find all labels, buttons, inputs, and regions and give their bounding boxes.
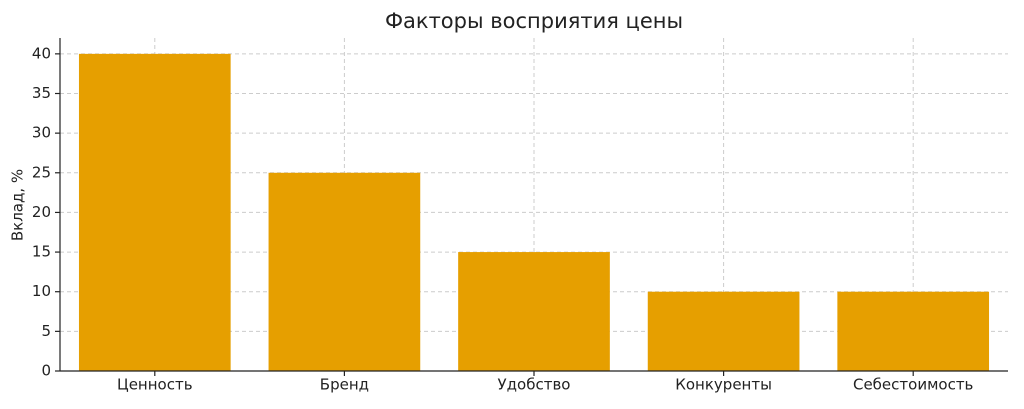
y-tick-label: 40	[32, 44, 51, 62]
y-tick-label: 15	[32, 243, 51, 261]
y-tick-label: 5	[41, 322, 51, 340]
y-tick-label: 25	[32, 163, 51, 181]
x-tick-label: Себестоимость	[853, 376, 973, 394]
y-tick-label: 10	[32, 282, 51, 300]
y-tick-label: 30	[32, 124, 51, 142]
bar	[837, 291, 990, 371]
y-tick-label: 20	[32, 203, 51, 221]
y-tick-label: 35	[32, 84, 51, 102]
x-tick-label: Конкуренты	[675, 376, 772, 394]
y-axis-label: Вклад, %	[9, 169, 27, 241]
x-tick-label: Удобство	[498, 376, 571, 394]
bar	[78, 53, 231, 371]
bar	[647, 291, 800, 371]
x-tick-label: Ценность	[117, 376, 193, 394]
bar	[458, 252, 610, 371]
chart-title: Факторы восприятия цены	[385, 9, 683, 33]
y-tick-label: 0	[41, 362, 51, 380]
bar	[268, 172, 421, 371]
x-tick-label: Бренд	[320, 376, 369, 394]
